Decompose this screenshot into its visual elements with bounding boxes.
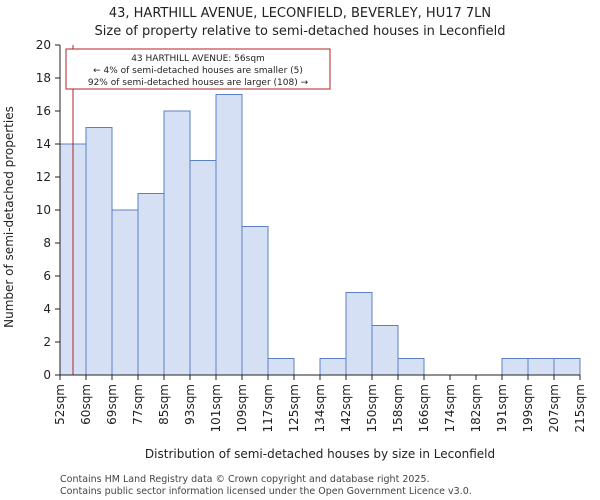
bar-109sqm	[241, 226, 269, 376]
x-tick-label-117sqm: 117sqm	[261, 384, 275, 432]
y-tick-label-8: 8	[43, 236, 51, 250]
x-tick-label-158sqm: 158sqm	[391, 384, 405, 432]
annotation-line-1: 43 HARTHILL AVENUE: 56sqm	[131, 54, 265, 64]
y-tick-label-16: 16	[36, 104, 51, 118]
x-tick-label-215sqm: 215sqm	[573, 384, 587, 432]
bar-117sqm	[267, 358, 295, 376]
x-tick-label-134sqm: 134sqm	[313, 384, 327, 432]
y-tick-label-0: 0	[43, 368, 51, 382]
bar-93sqm	[189, 160, 217, 376]
x-tick-label-60sqm: 60sqm	[79, 384, 93, 425]
bar-158sqm	[397, 358, 425, 376]
x-tick-label-174sqm: 174sqm	[443, 384, 457, 432]
bar-142sqm	[345, 292, 373, 376]
axes-group: 0 2 4 6 8 10 12 14 16 18 20 52sqm 60sqm 69sqm 77sqm 85s…	[36, 38, 587, 432]
bar-199sqm	[527, 358, 555, 376]
bar-150sqm	[371, 325, 399, 376]
y-tick-label-6: 6	[43, 269, 51, 283]
y-tick-label-2: 2	[43, 335, 51, 349]
x-tick-label-199sqm: 199sqm	[521, 384, 535, 432]
x-tick-label-125sqm: 125sqm	[287, 384, 301, 432]
x-tick-label-182sqm: 182sqm	[469, 384, 483, 432]
y-tick-label-10: 10	[36, 203, 51, 217]
bar-134sqm	[319, 358, 347, 376]
x-tick-label-77sqm: 77sqm	[131, 384, 145, 425]
y-axis-label: Number of semi-detached properties	[2, 106, 16, 328]
annotation-line-3: 92% of semi-detached houses are larger (…	[88, 78, 309, 88]
x-tick-label-85sqm: 85sqm	[157, 384, 171, 425]
x-tick-label-166sqm: 166sqm	[417, 384, 431, 432]
chart-subtitle: Size of property relative to semi-detach…	[95, 24, 506, 39]
bar-85sqm	[163, 110, 191, 376]
x-tick-label-207sqm: 207sqm	[547, 384, 561, 432]
annotation-border	[65, 48, 331, 90]
x-axis-label: Distribution of semi-detached houses by …	[145, 447, 495, 461]
bar-101sqm	[215, 94, 243, 376]
y-tick-label-18: 18	[36, 71, 51, 85]
x-tick-label-150sqm: 150sqm	[365, 384, 379, 432]
bar-191sqm	[501, 358, 529, 376]
x-tick-label-109sqm: 109sqm	[235, 384, 249, 432]
footer-line-1: Contains HM Land Registry data © Crown c…	[60, 474, 430, 485]
bar-207sqm	[553, 358, 581, 376]
y-tick-label-14: 14	[36, 137, 51, 151]
x-tick-label-93sqm: 93sqm	[183, 384, 197, 425]
chart-title: 43, HARTHILL AVENUE, LECONFIELD, BEVERLE…	[109, 6, 491, 21]
x-tick-label-101sqm: 101sqm	[209, 384, 223, 432]
bars-group	[59, 94, 581, 376]
bar-60sqm	[85, 127, 113, 376]
bar-77sqm	[137, 193, 165, 376]
x-tick-label-69sqm: 69sqm	[105, 384, 119, 425]
y-tick-label-20: 20	[36, 38, 51, 52]
x-tick-label-52sqm: 52sqm	[53, 384, 67, 425]
bar-69sqm	[111, 209, 139, 376]
x-tick-label-142sqm: 142sqm	[339, 384, 353, 432]
annotation-line-2: ← 4% of semi-detached houses are smaller…	[93, 66, 303, 76]
y-tick-label-4: 4	[43, 302, 51, 316]
annotation-box: 43 HARTHILL AVENUE: 56sqm ← 4% of semi-d…	[65, 48, 331, 90]
y-tick-label-12: 12	[36, 170, 51, 184]
x-tick-label-191sqm: 191sqm	[495, 384, 509, 432]
footer-line-2: Contains public sector information licen…	[60, 486, 472, 497]
